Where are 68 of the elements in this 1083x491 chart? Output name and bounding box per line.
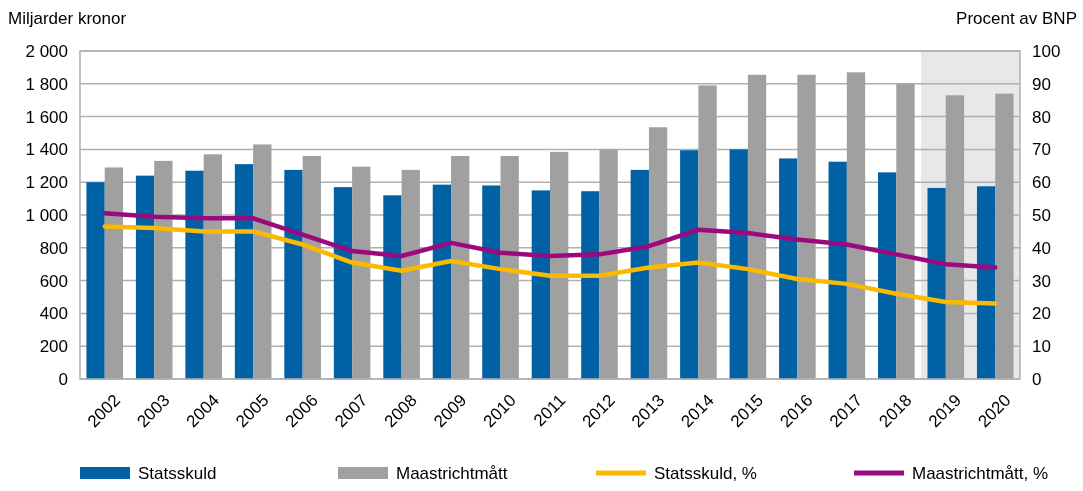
bar xyxy=(779,158,798,379)
bar xyxy=(846,72,866,379)
y2-tick-label: 80 xyxy=(1032,107,1051,127)
bar xyxy=(86,182,105,379)
bar xyxy=(253,144,272,379)
bar xyxy=(896,83,915,379)
y-tick-label: 400 xyxy=(39,304,68,324)
y-tick-label: 1 000 xyxy=(25,205,68,225)
bar xyxy=(284,169,303,379)
bar xyxy=(383,195,402,379)
y2-tick-label: 60 xyxy=(1032,173,1051,193)
y-tick-label: 1 800 xyxy=(25,74,68,94)
y2-tick-label: 20 xyxy=(1032,304,1051,324)
bar xyxy=(135,175,155,379)
y-tick-label: 1 200 xyxy=(25,173,68,193)
bar xyxy=(531,190,550,379)
bar xyxy=(401,169,420,379)
bar xyxy=(927,187,946,379)
y2-tick-label: 70 xyxy=(1032,140,1051,160)
y-tick-label: 2 000 xyxy=(25,41,68,61)
bar xyxy=(234,164,254,379)
y-tick-label: 1 600 xyxy=(25,107,68,127)
y2-tick-label: 10 xyxy=(1032,337,1051,357)
legend-label: Statsskuld, % xyxy=(654,464,757,483)
legend-label: Maastrichtmått xyxy=(396,464,508,483)
y2-tick-label: 0 xyxy=(1032,369,1042,389)
y-tick-label: 200 xyxy=(39,337,68,357)
bar xyxy=(302,155,321,379)
bar xyxy=(630,169,649,379)
bar xyxy=(797,74,816,379)
legend-label: Statsskuld xyxy=(138,464,217,483)
y2-tick-label: 50 xyxy=(1032,205,1051,225)
bar xyxy=(747,74,767,379)
bar xyxy=(432,184,452,379)
bar xyxy=(203,154,222,379)
line-series xyxy=(102,211,998,270)
bar xyxy=(185,170,204,379)
bar xyxy=(451,155,470,379)
bar xyxy=(581,191,600,379)
y-tick-label: 600 xyxy=(39,271,68,291)
bar xyxy=(698,85,717,379)
bar xyxy=(550,151,569,379)
bar xyxy=(995,93,1014,379)
bar xyxy=(648,127,668,379)
y2-tick-label: 30 xyxy=(1032,271,1051,291)
bar xyxy=(352,166,371,379)
bar xyxy=(680,150,699,379)
y2-tick-label: 90 xyxy=(1032,74,1051,94)
bar xyxy=(500,155,519,379)
line-series xyxy=(102,224,998,306)
y2-axis-title: Procent av BNP xyxy=(956,9,1077,28)
bar xyxy=(976,186,996,379)
y-tick-label: 800 xyxy=(39,238,68,258)
bar xyxy=(333,187,353,379)
bar xyxy=(945,95,965,379)
bar xyxy=(729,149,748,379)
bar xyxy=(599,149,618,379)
y2-tick-label: 100 xyxy=(1032,41,1061,61)
y2-tick-label: 40 xyxy=(1032,238,1051,258)
bar xyxy=(878,172,897,379)
y-axis-title: Miljarder kronor xyxy=(8,9,127,28)
bar xyxy=(104,167,124,379)
y-tick-label: 1 400 xyxy=(25,140,68,160)
y-tick-label: 0 xyxy=(58,369,68,389)
legend-label: Maastrichtmått, % xyxy=(912,464,1049,483)
bar xyxy=(482,185,501,379)
bar xyxy=(828,161,847,379)
bar xyxy=(154,160,173,379)
